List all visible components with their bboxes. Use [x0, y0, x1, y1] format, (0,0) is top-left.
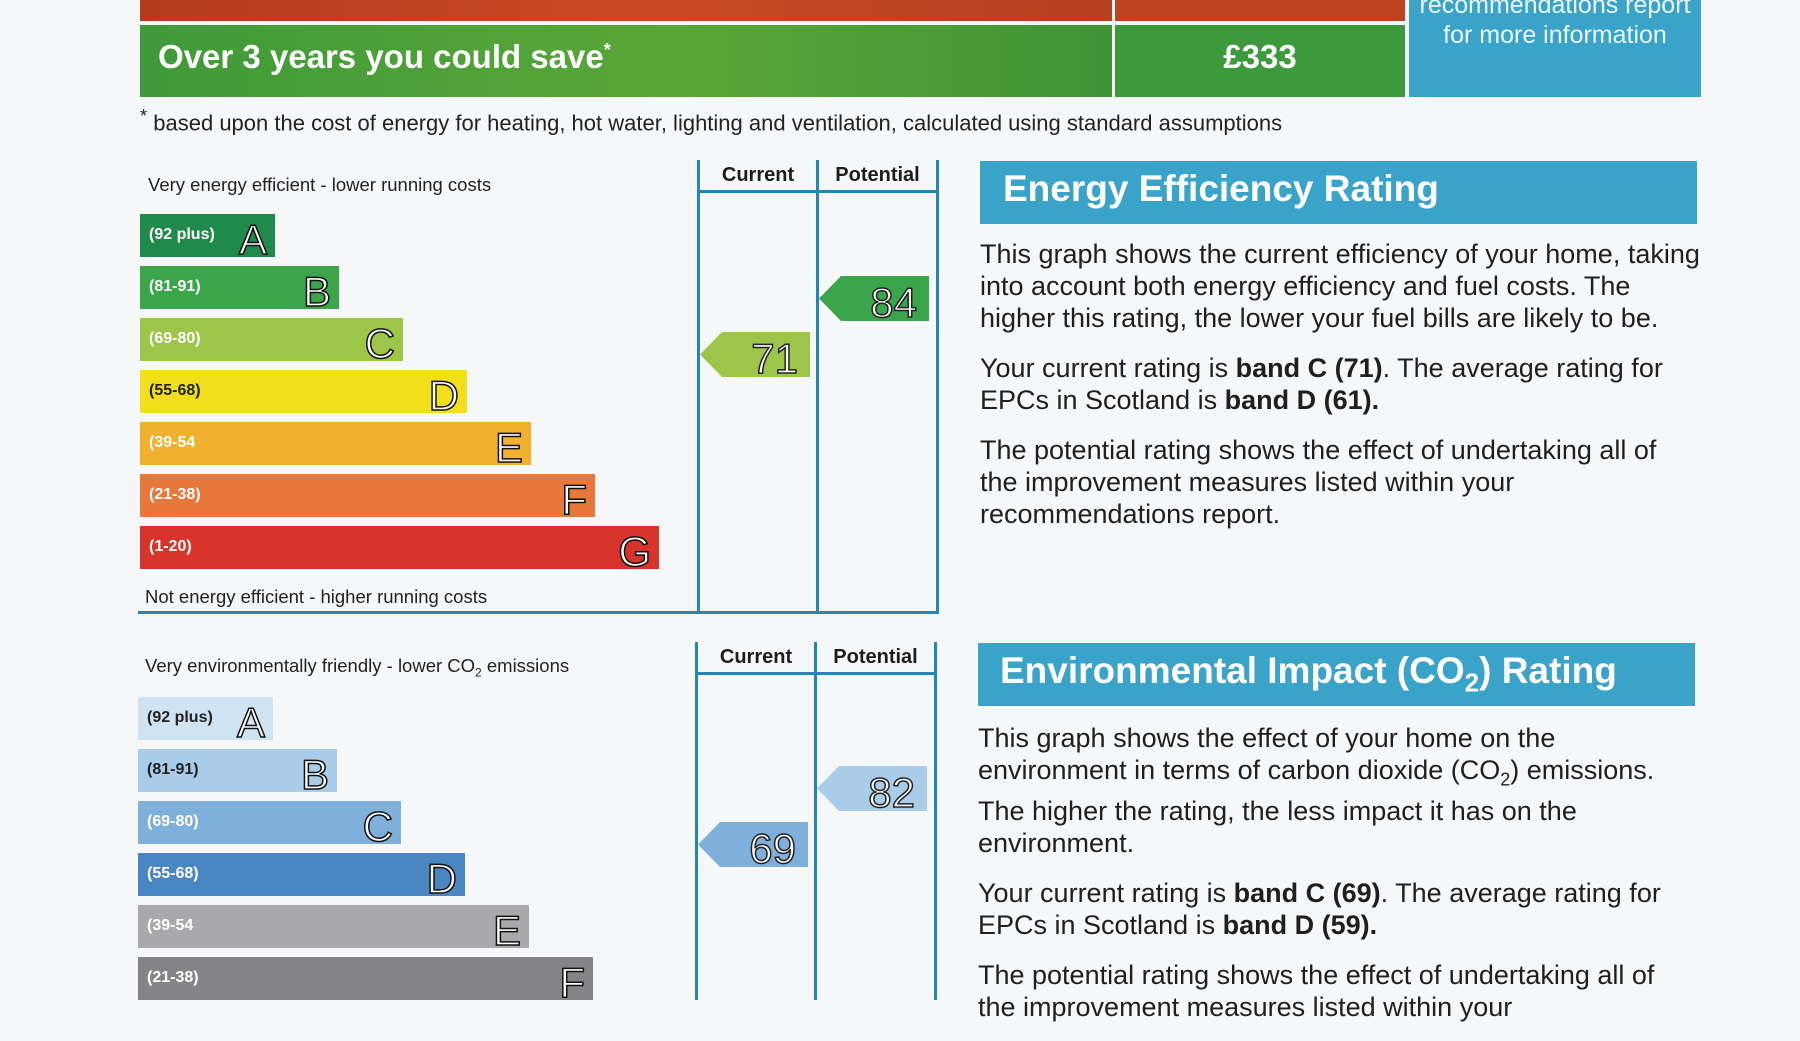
energy-band-g: (1-20) G [140, 526, 659, 576]
energy-potential-value: 84 [870, 278, 918, 326]
energy-band-c: (69-80) C [140, 318, 403, 368]
cost-row-band [140, 0, 1112, 21]
co2-band-letter: D [426, 854, 458, 903]
savings-amount-box [1115, 25, 1405, 97]
energy-band-a: (92 plus) A [140, 214, 275, 264]
co2-band-range: (55-68) [147, 865, 199, 882]
co2-header-line [695, 672, 937, 675]
savings-amount: £333 [1223, 38, 1297, 75]
energy-band-e: (39-54 E [140, 422, 531, 472]
co2-panel-p2: Your current rating is band C (69). The … [978, 878, 1661, 941]
energy-panel-p3: The potential rating shows the effect of… [980, 435, 1657, 529]
energy-band-d: (55-68) D [140, 370, 467, 420]
co2-band-letter: A [236, 698, 266, 747]
co2-band-c: (69-80) C [138, 801, 401, 851]
energy-band-range: (39-54 [149, 434, 196, 451]
energy-panel-text: This graph shows the current efficiency … [980, 238, 1700, 548]
co2-band-range: (81-91) [147, 761, 199, 778]
energy-bottom-caption: Not energy efficient - higher running co… [145, 586, 488, 607]
co2-col-current: Current [719, 646, 793, 668]
co2-band-e: (39-54 E [138, 905, 529, 955]
energy-band-range: (1-20) [149, 538, 192, 555]
co2-band-range: (21-38) [147, 969, 199, 986]
co2-band-d: (55-68) D [138, 853, 465, 903]
energy-band-letter: C [364, 319, 396, 368]
energy-band-letter: G [618, 527, 652, 576]
energy-panel-p2: Your current rating is band C (71). The … [980, 353, 1663, 415]
co2-panel-header [978, 643, 1695, 706]
savings-label: Over 3 years you could save* [158, 38, 611, 75]
co2-band-letter: F [559, 958, 586, 1007]
energy-header-line [697, 190, 939, 193]
co2-band-letter: B [300, 750, 330, 799]
co2-panel-p3: The potential rating shows the effect of… [978, 960, 1655, 1023]
energy-grid-line [697, 160, 700, 614]
energy-band-range: (55-68) [149, 382, 201, 399]
energy-band-range: (81-91) [149, 278, 201, 295]
energy-current-value: 71 [751, 334, 799, 382]
energy-current-arrow: 71 [700, 332, 810, 377]
energy-band-letter: A [238, 215, 268, 264]
cost-row-amount-band [1115, 0, 1405, 21]
energy-band-letter: D [428, 371, 460, 420]
energy-band-letter: E [494, 423, 524, 472]
recommendations-box [1409, 0, 1701, 97]
energy-base-line [138, 611, 939, 614]
co2-grid-line [934, 642, 937, 1000]
footnote: * based upon the cost of energy for heat… [140, 105, 1283, 136]
energy-panel-title: Energy Efficiency Rating [1003, 168, 1439, 209]
co2-panel-p1: This graph shows the effect of your home… [978, 723, 1655, 859]
co2-band-f: (21-38) F [138, 957, 593, 1007]
co2-current-value: 69 [749, 824, 797, 872]
energy-grid-line [936, 160, 939, 614]
co2-current-arrow: 69 [698, 822, 808, 867]
energy-grid-line [816, 160, 819, 614]
co2-top-caption: Very environmentally friendly - lower CO… [145, 655, 570, 680]
energy-band-b: (81-91) B [140, 266, 339, 316]
energy-band-letter: B [302, 267, 332, 316]
energy-band-f: (21-38) F [140, 474, 595, 524]
energy-col-current: Current [721, 164, 795, 186]
savings-row [140, 25, 1112, 97]
co2-band-b: (81-91) B [138, 749, 337, 799]
co2-grid-line [695, 642, 698, 1000]
energy-potential-arrow: 84 [819, 276, 929, 321]
energy-band-range: (21-38) [149, 486, 201, 503]
energy-band-letter: F [561, 475, 588, 524]
co2-panel-text: This graph shows the effect of your home… [978, 722, 1698, 1041]
energy-top-caption: Very energy efficient - lower running co… [148, 174, 492, 195]
co2-col-potential: Potential [833, 646, 918, 668]
energy-panel-p1: This graph shows the current efficiency … [980, 239, 1700, 333]
co2-potential-arrow: 82 [817, 766, 927, 811]
co2-grid-line [814, 642, 817, 1000]
co2-band-letter: C [362, 802, 394, 851]
co2-band-a: (92 plus) A [138, 697, 273, 747]
co2-band-range: (39-54 [147, 917, 194, 934]
co2-potential-value: 82 [868, 768, 916, 816]
recommendations-text: recommendations report for more informat… [1419, 0, 1691, 49]
co2-band-letter: E [492, 906, 522, 955]
co2-band-range: (69-80) [147, 813, 199, 830]
energy-col-potential: Potential [835, 164, 920, 186]
co2-band-range: (92 plus) [147, 709, 213, 726]
energy-band-range: (92 plus) [149, 226, 215, 243]
energy-band-range: (69-80) [149, 330, 201, 347]
energy-panel-header [980, 161, 1697, 224]
co2-panel-title: Environmental Impact (CO2) Rating [1000, 650, 1617, 698]
